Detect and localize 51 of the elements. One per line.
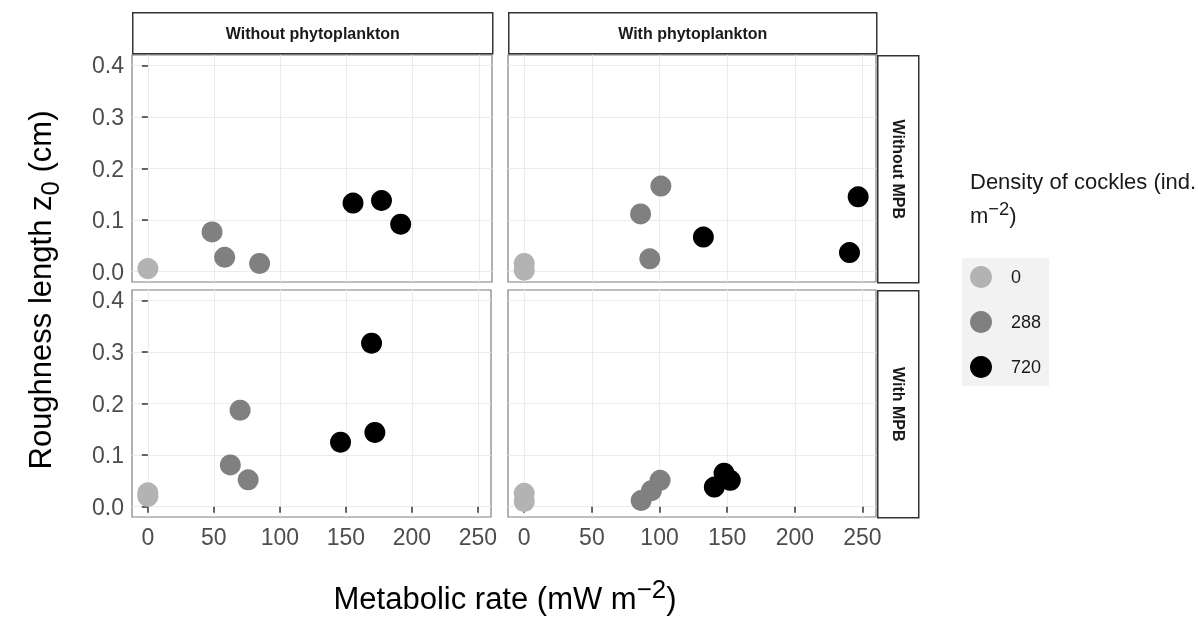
y-tick-label: 0.1	[92, 207, 124, 234]
y-tick-label: 0.4	[92, 52, 125, 79]
point	[361, 332, 383, 354]
y-tick-label: 0.2	[92, 155, 124, 182]
y-tick-label: 0.0	[92, 258, 124, 285]
point	[630, 203, 652, 225]
x-tick-label: 150	[707, 523, 747, 550]
point	[201, 221, 223, 243]
text: Without MPB	[890, 119, 908, 219]
legend-title: Density of cockles (ind. m$^{−2}$)	[970, 168, 1198, 230]
point	[371, 189, 392, 211]
point	[650, 175, 672, 197]
y-tick-label: 0.3	[92, 338, 124, 365]
point	[390, 213, 412, 235]
chart-title: With phytoplankton	[618, 25, 768, 43]
x-tick-label: 100	[640, 523, 679, 550]
x-axis-title: Metabolic rate (mW m$^{−2}$)	[333, 574, 677, 617]
y-tick-label: 0.1	[92, 442, 124, 469]
x-tick-label: 0	[141, 523, 155, 550]
point	[649, 469, 671, 491]
x-tick-label: 100	[260, 523, 300, 550]
x-tick-label: 150	[326, 523, 366, 550]
y-tick-label: 0.3	[92, 103, 124, 130]
point	[214, 246, 236, 268]
point	[847, 186, 869, 208]
point	[364, 421, 386, 443]
y-tick-label: 0.2	[92, 390, 124, 417]
legend-label: 288	[1011, 312, 1042, 332]
x-tick-label: 50	[579, 523, 605, 550]
x-tick-label: 200	[392, 523, 432, 550]
x-tick-label: 250	[843, 523, 882, 550]
text: With MPB	[890, 366, 908, 442]
point	[330, 431, 352, 453]
point	[639, 248, 661, 270]
x-tick-label: 200	[775, 523, 815, 550]
x-tick-label: 50	[201, 523, 227, 550]
legend-label: 720	[1011, 357, 1042, 377]
y-tick-label: 0.0	[92, 493, 124, 520]
point	[249, 252, 271, 274]
x-tick-label: 250	[458, 523, 497, 550]
legend-label: 0	[1011, 267, 1022, 287]
point	[229, 399, 251, 421]
point	[342, 192, 364, 214]
point	[839, 242, 860, 264]
point	[219, 454, 241, 476]
point	[237, 469, 259, 491]
x-tick-label: 0	[517, 523, 531, 550]
point	[137, 258, 159, 280]
chart-title: Without phytoplankton	[225, 25, 400, 43]
y-tick-label: 0.4	[92, 287, 125, 314]
point	[692, 226, 714, 248]
